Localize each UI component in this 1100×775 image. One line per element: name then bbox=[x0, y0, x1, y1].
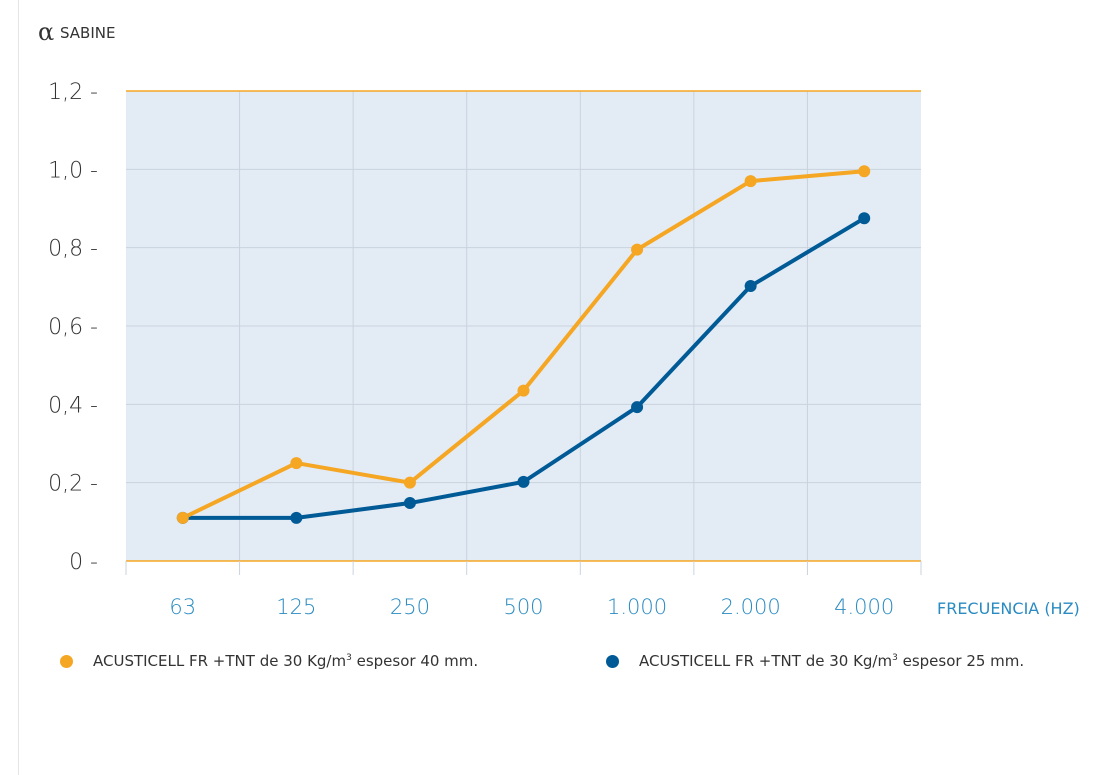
legend-item-40mm: ACUSTICELL FR +TNT de 30 Kg/m3 espesor 4… bbox=[60, 652, 478, 670]
x-tick-label: 63 bbox=[169, 595, 196, 619]
x-tick-label: 4.000 bbox=[834, 595, 894, 619]
data-point bbox=[744, 280, 757, 293]
x-tick-label: 500 bbox=[503, 595, 543, 619]
data-point bbox=[176, 511, 189, 524]
data-point bbox=[290, 511, 303, 524]
data-point bbox=[403, 476, 416, 489]
y-tick-label: 0,6 - bbox=[48, 315, 98, 340]
data-point bbox=[631, 243, 644, 256]
x-tick-label: 125 bbox=[276, 595, 316, 619]
legend-label-40mm: ACUSTICELL FR +TNT de 30 Kg/m3 espesor 4… bbox=[93, 652, 479, 670]
x-tick-label: 1.000 bbox=[607, 595, 667, 619]
y-tick-label: 0,8 - bbox=[48, 237, 98, 262]
legend-item-25mm: ACUSTICELL FR +TNT de 30 Kg/m3 espesor 2… bbox=[606, 652, 1024, 670]
data-point bbox=[858, 212, 871, 225]
y-axis-label: SABINE bbox=[60, 24, 115, 42]
labels: α SABINE FRECUENCIA (HZ) bbox=[38, 18, 1080, 618]
grid bbox=[126, 90, 921, 562]
x-tick-label: 2.000 bbox=[721, 595, 781, 619]
data-point bbox=[517, 475, 530, 488]
data-point bbox=[517, 384, 530, 397]
legend-marker-orange bbox=[60, 654, 73, 668]
axes: 0 - 0,2 - 0,4 - 0,6 - 0,8 - 1,0 - 1,2 - 63 125 25… bbox=[48, 80, 922, 619]
data-point bbox=[290, 457, 303, 470]
data-point bbox=[631, 401, 644, 414]
data-point bbox=[403, 497, 416, 510]
data-point bbox=[744, 175, 757, 188]
y-tick-label: 1,2 - bbox=[48, 80, 98, 105]
legend-marker-blue bbox=[606, 654, 619, 668]
legend: ACUSTICELL FR +TNT de 30 Kg/m3 espesor 4… bbox=[0, 652, 1100, 676]
y-axis-symbol: α bbox=[38, 18, 54, 46]
y-tick-label: 0,4 - bbox=[48, 393, 98, 418]
y-tick-label: 0 - bbox=[69, 550, 98, 575]
x-axis-label: FRECUENCIA (HZ) bbox=[937, 599, 1080, 618]
x-tick-label: 250 bbox=[390, 595, 430, 619]
y-tick-label: 0,2 - bbox=[48, 472, 98, 497]
series-group bbox=[176, 165, 871, 524]
left-border-rule bbox=[18, 0, 19, 775]
absorption-chart: 0 - 0,2 - 0,4 - 0,6 - 0,8 - 1,0 - 1,2 - 63 125 25… bbox=[38, 18, 1080, 619]
y-tick-label: 1,0 - bbox=[48, 158, 98, 183]
legend-label-25mm: ACUSTICELL FR +TNT de 30 Kg/m3 espesor 2… bbox=[639, 652, 1025, 670]
data-point bbox=[858, 165, 871, 178]
